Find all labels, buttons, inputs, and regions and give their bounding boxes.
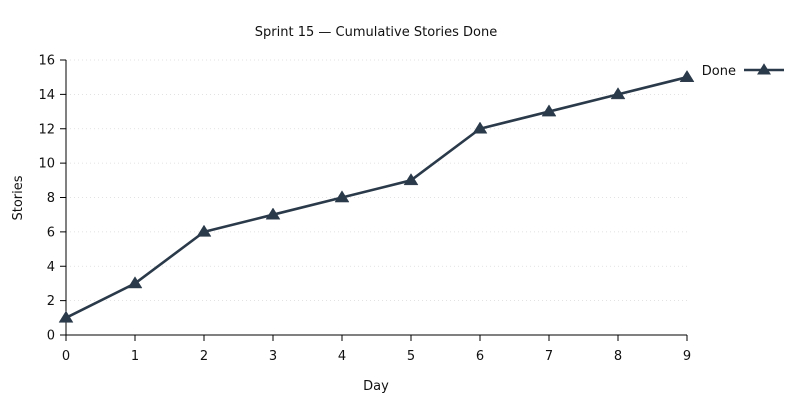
y-axis-label: Stories xyxy=(11,175,26,220)
legend: Done xyxy=(702,63,784,79)
data-point-done-2 xyxy=(196,224,212,237)
data-point-done-0 xyxy=(58,310,74,323)
data-point-done-9 xyxy=(679,70,695,82)
y-tick-label-14: 14 xyxy=(38,88,55,103)
legend-marker-done xyxy=(757,63,771,75)
x-tick-label-1: 1 xyxy=(131,349,139,364)
y-tick-label-12: 12 xyxy=(38,122,55,137)
x-tick-label-8: 8 xyxy=(614,349,622,364)
y-tick-label-4: 4 xyxy=(47,260,55,275)
data-point-done-1 xyxy=(127,276,143,289)
data-point-done-6 xyxy=(472,121,488,134)
x-tick-label-3: 3 xyxy=(269,349,277,364)
data-point-done-4 xyxy=(334,190,350,203)
x-tick-label-5: 5 xyxy=(407,349,415,364)
x-tick-label-6: 6 xyxy=(476,349,484,364)
chart-title: Sprint 15 — Cumulative Stories Done xyxy=(255,25,497,40)
y-tick-label-6: 6 xyxy=(47,225,55,240)
x-tick-label-2: 2 xyxy=(200,349,208,364)
x-tick-label-9: 9 xyxy=(683,349,691,364)
series-line-done xyxy=(64,75,689,320)
data-point-done-3 xyxy=(265,207,281,220)
y-tick-label-2: 2 xyxy=(47,294,55,309)
y-tick-label-10: 10 xyxy=(38,157,55,172)
y-tick-label-8: 8 xyxy=(47,191,55,206)
data-point-done-5 xyxy=(403,173,419,186)
x-tick-label-0: 0 xyxy=(62,349,70,364)
y-tick-label-16: 16 xyxy=(38,54,55,69)
x-tick-label-4: 4 xyxy=(338,349,346,364)
data-point-done-7 xyxy=(541,104,557,117)
x-axis-label: Day xyxy=(363,379,389,394)
data-point-done-8 xyxy=(610,87,626,100)
tick-marks xyxy=(60,59,688,341)
x-tick-label-7: 7 xyxy=(545,349,553,364)
y-tick-label-0: 0 xyxy=(47,329,55,344)
legend-label-done: Done xyxy=(702,64,736,79)
series-layer xyxy=(58,70,695,323)
